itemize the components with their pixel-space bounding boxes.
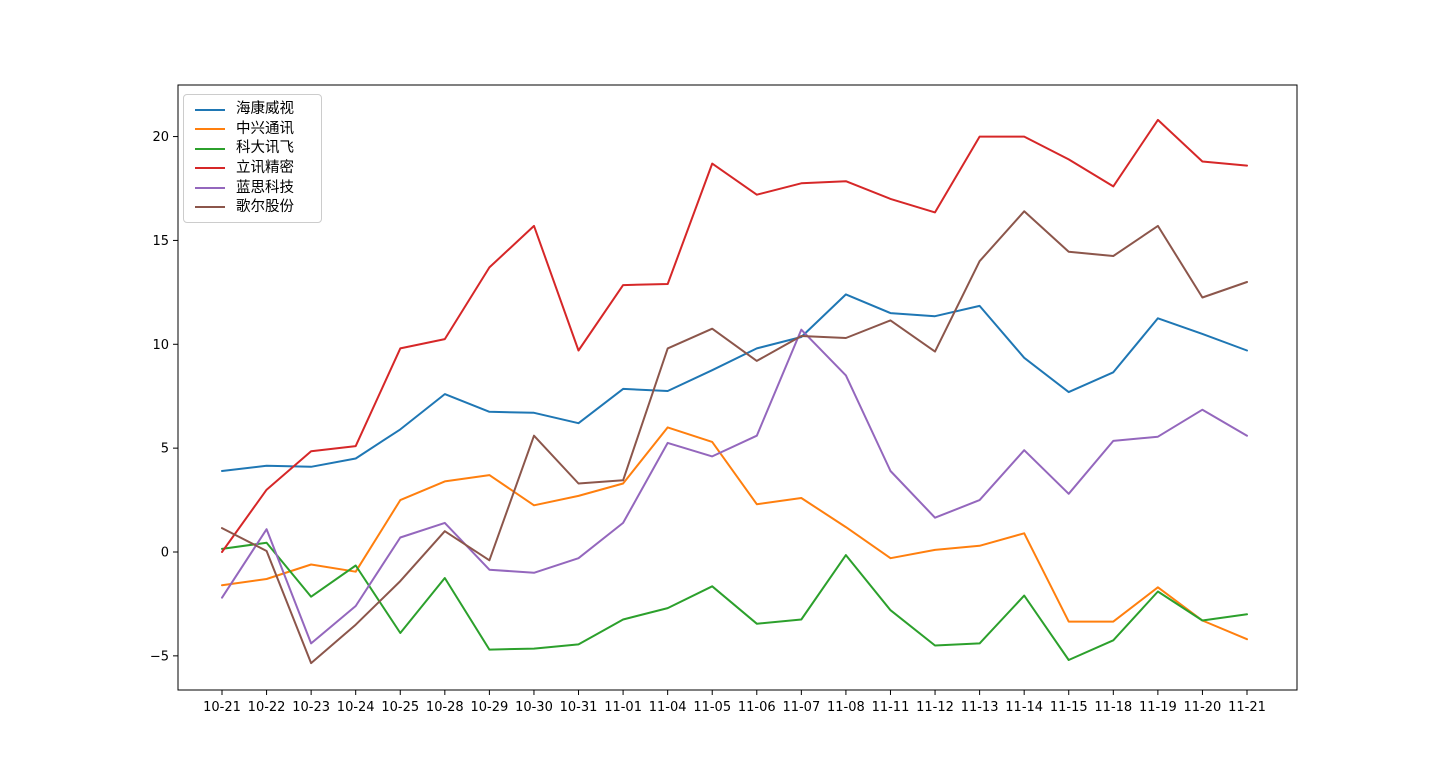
y-tick-label: 15 [152, 234, 169, 249]
x-tick-label: 10-30 [515, 700, 553, 715]
legend-line-swatch [195, 128, 225, 131]
x-tick-label: 11-14 [1005, 700, 1043, 715]
legend-label: 蓝思科技 [236, 179, 294, 196]
legend-label: 科大讯飞 [236, 140, 294, 157]
x-tick-label: 11-13 [961, 700, 999, 715]
x-tick-label: 11-20 [1184, 700, 1222, 715]
legend-item-5: 歌尔股份 [195, 198, 321, 217]
legend-line-swatch [195, 147, 225, 150]
legend-line-swatch [195, 108, 225, 111]
y-tick-label: 10 [152, 338, 169, 353]
series-line-4 [221, 328, 1248, 645]
x-tick-label: 11-12 [916, 700, 954, 715]
series-line-5 [221, 210, 1248, 665]
x-tick-label: 10-21 [203, 700, 241, 715]
x-tick-label: 11-05 [693, 700, 731, 715]
legend-item-0: 海康威视 [195, 100, 321, 119]
x-tick-label: 11-19 [1139, 700, 1177, 715]
x-tick-label: 10-24 [337, 700, 375, 715]
x-tick-label: 10-29 [471, 700, 509, 715]
x-tick-label: 10-25 [381, 700, 419, 715]
x-tick-label: 11-15 [1050, 700, 1088, 715]
y-tick-label: 0 [161, 546, 169, 561]
legend-item-4: 蓝思科技 [195, 178, 321, 197]
legend-label: 立讯精密 [236, 160, 294, 177]
legend-label: 海康威视 [236, 101, 294, 118]
legend-item-3: 立讯精密 [195, 159, 321, 178]
x-tick-label: 10-23 [292, 700, 330, 715]
axes-frame [177, 84, 1298, 691]
series-line-2 [221, 541, 1248, 661]
legend-item-1: 中兴通讯 [195, 120, 321, 139]
legend-label: 中兴通讯 [236, 120, 294, 137]
x-tick-label: 10-28 [426, 700, 464, 715]
y-tick-label: 5 [161, 442, 169, 457]
series-line-0 [221, 293, 1248, 472]
x-tick-label: 11-04 [649, 700, 687, 715]
x-tick-label: 10-22 [248, 700, 286, 715]
legend: 海康威视中兴通讯科大讯飞立讯精密蓝思科技歌尔股份 [183, 94, 322, 223]
series-line-3 [221, 118, 1248, 553]
y-tick-label: −5 [150, 649, 169, 664]
series-line-1 [221, 426, 1248, 641]
x-tick-label: 11-01 [604, 700, 642, 715]
legend-item-2: 科大讯飞 [195, 139, 321, 158]
x-tick-label: 11-11 [872, 700, 910, 715]
x-tick-label: 11-06 [738, 700, 776, 715]
x-tick-label: 10-31 [560, 700, 598, 715]
x-tick-label: 11-21 [1228, 700, 1266, 715]
legend-line-swatch [195, 186, 225, 189]
y-tick-label: 20 [152, 130, 169, 145]
legend-line-swatch [195, 167, 225, 170]
x-tick-label: 11-18 [1094, 700, 1132, 715]
legend-label: 歌尔股份 [236, 199, 294, 216]
legend-line-swatch [195, 206, 225, 209]
x-tick-label: 11-07 [782, 700, 820, 715]
x-tick-label: 11-08 [827, 700, 865, 715]
